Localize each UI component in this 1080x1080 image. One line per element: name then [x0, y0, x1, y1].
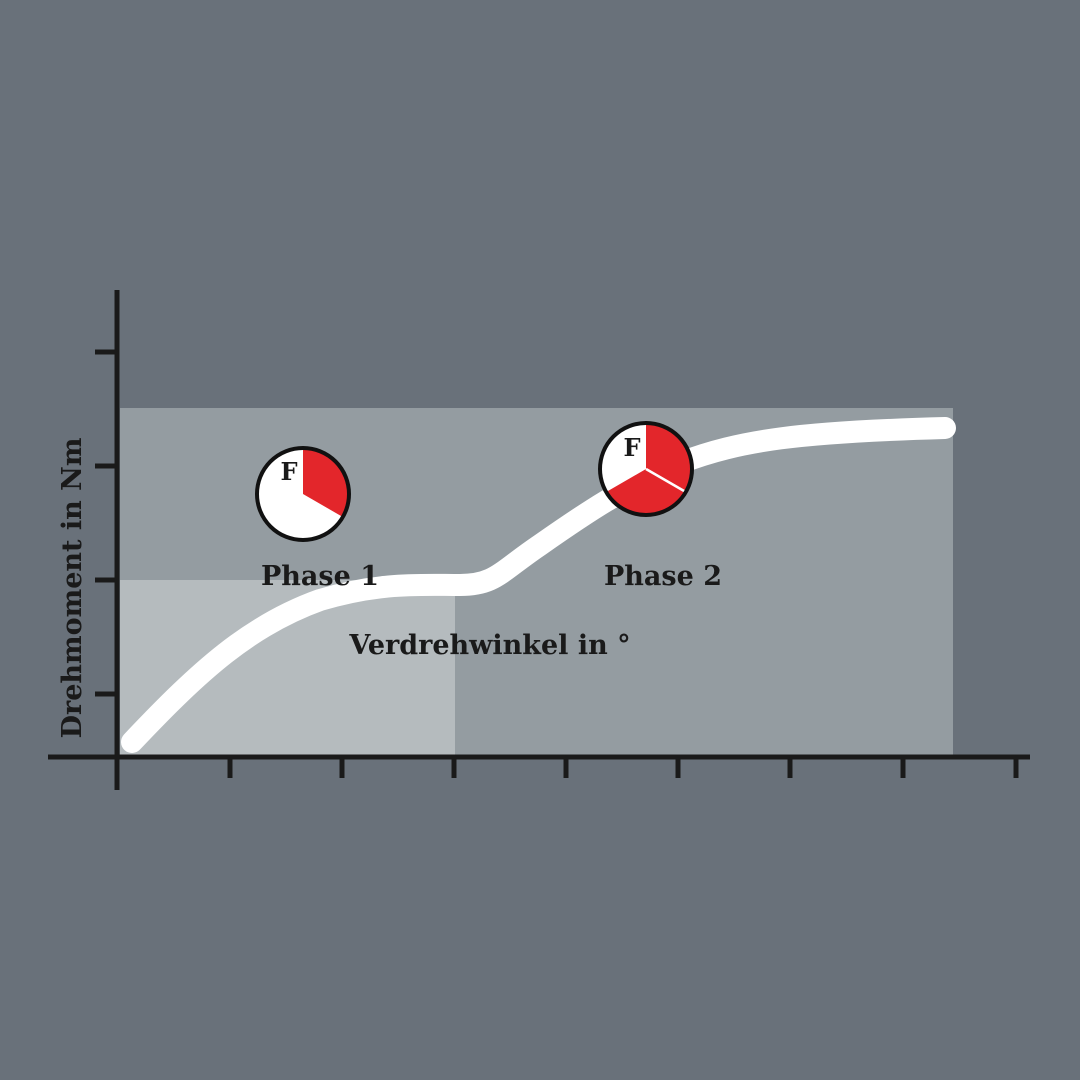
y-axis-label: Drehmoment in Nm — [57, 438, 88, 739]
phase-1-label: Phase 1 — [261, 561, 379, 592]
force-letter: F — [280, 457, 297, 486]
y-axis — [95, 290, 120, 790]
torque-curve — [121, 417, 956, 753]
force-pie-icon-phase-2: F — [598, 421, 694, 517]
phase-2-label: Phase 2 — [604, 561, 722, 592]
force-pie-icon-phase-1: F — [255, 446, 351, 542]
x-axis — [48, 754, 1030, 778]
force-letter: F — [623, 433, 640, 462]
x-axis-label: Verdrehwinkel in ° — [348, 630, 630, 661]
